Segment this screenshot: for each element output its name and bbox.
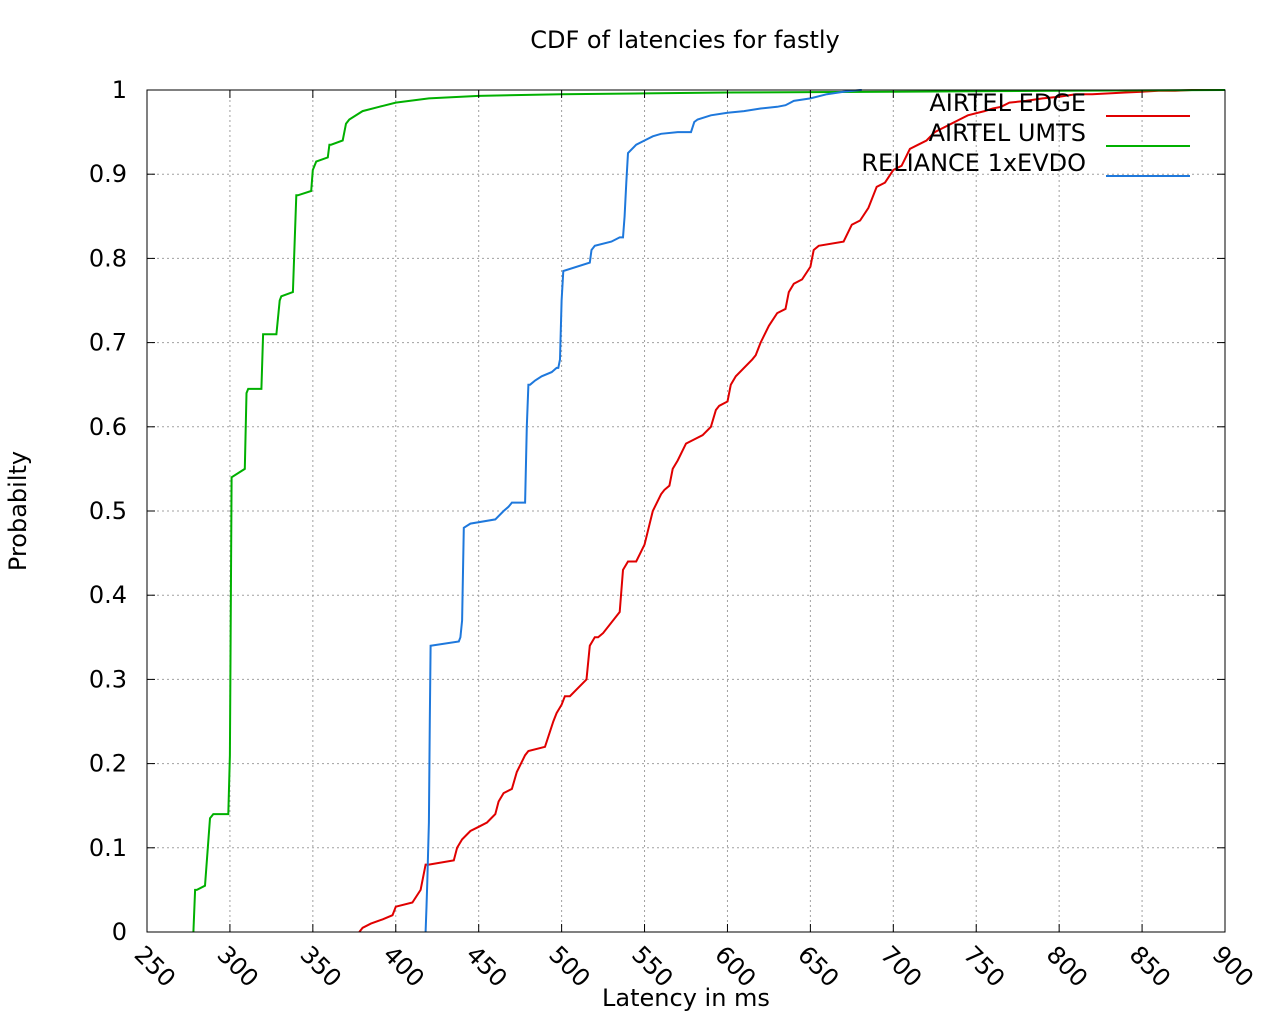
- y-tick-label: 0.3: [89, 665, 127, 693]
- x-tick-label: 250: [129, 940, 181, 992]
- x-tick-label: 400: [378, 940, 430, 992]
- x-tick-label: 800: [1041, 940, 1093, 992]
- x-tick-label: 850: [1124, 940, 1176, 992]
- x-axis-label: Latency in ms: [602, 984, 770, 1012]
- series-line-1: [358, 89, 1225, 933]
- y-tick-label: 1: [112, 76, 127, 104]
- x-tick-label: 900: [1207, 940, 1259, 992]
- chart-title: CDF of latencies for fastly: [530, 26, 840, 54]
- x-tick-label: 700: [875, 940, 927, 992]
- y-tick-label: 0.8: [89, 244, 127, 272]
- legend-label: AIRTEL EDGE: [929, 89, 1086, 117]
- y-tick-label: 0.2: [89, 750, 127, 778]
- x-tick-label: 500: [543, 940, 595, 992]
- x-tick-label: 450: [460, 940, 512, 992]
- legend-label: AIRTEL UMTS: [929, 119, 1086, 147]
- x-tick-label: 350: [295, 940, 347, 992]
- x-tick-label: 650: [792, 940, 844, 992]
- y-tick-label: 0.4: [89, 581, 127, 609]
- series-line-3: [424, 89, 862, 933]
- y-tick-label: 0.1: [89, 834, 127, 862]
- y-axis-label: Probabilty: [4, 451, 32, 571]
- y-tick-label: 0.5: [89, 497, 127, 525]
- legend-label: RELIANCE 1xEVDO: [861, 149, 1086, 177]
- y-tick-label: 0.6: [89, 413, 127, 441]
- x-tick-label: 300: [212, 940, 264, 992]
- y-tick-label: 0: [112, 918, 127, 946]
- y-tick-label: 0.7: [89, 329, 127, 357]
- series-group: [192, 89, 1226, 933]
- grid: [147, 90, 1225, 932]
- x-tick-label: 750: [958, 940, 1010, 992]
- y-tick-label: 0.9: [89, 160, 127, 188]
- x-axis: 250 300 350 400 450 500 550 600 650 700 750 800 850 9…: [129, 90, 1259, 993]
- series-line-2: [192, 89, 1226, 933]
- y-axis: 0 0.1 0.2 0.3 0.4 0.5 0.6 0.7 0.8 0.9 1: [89, 76, 1225, 946]
